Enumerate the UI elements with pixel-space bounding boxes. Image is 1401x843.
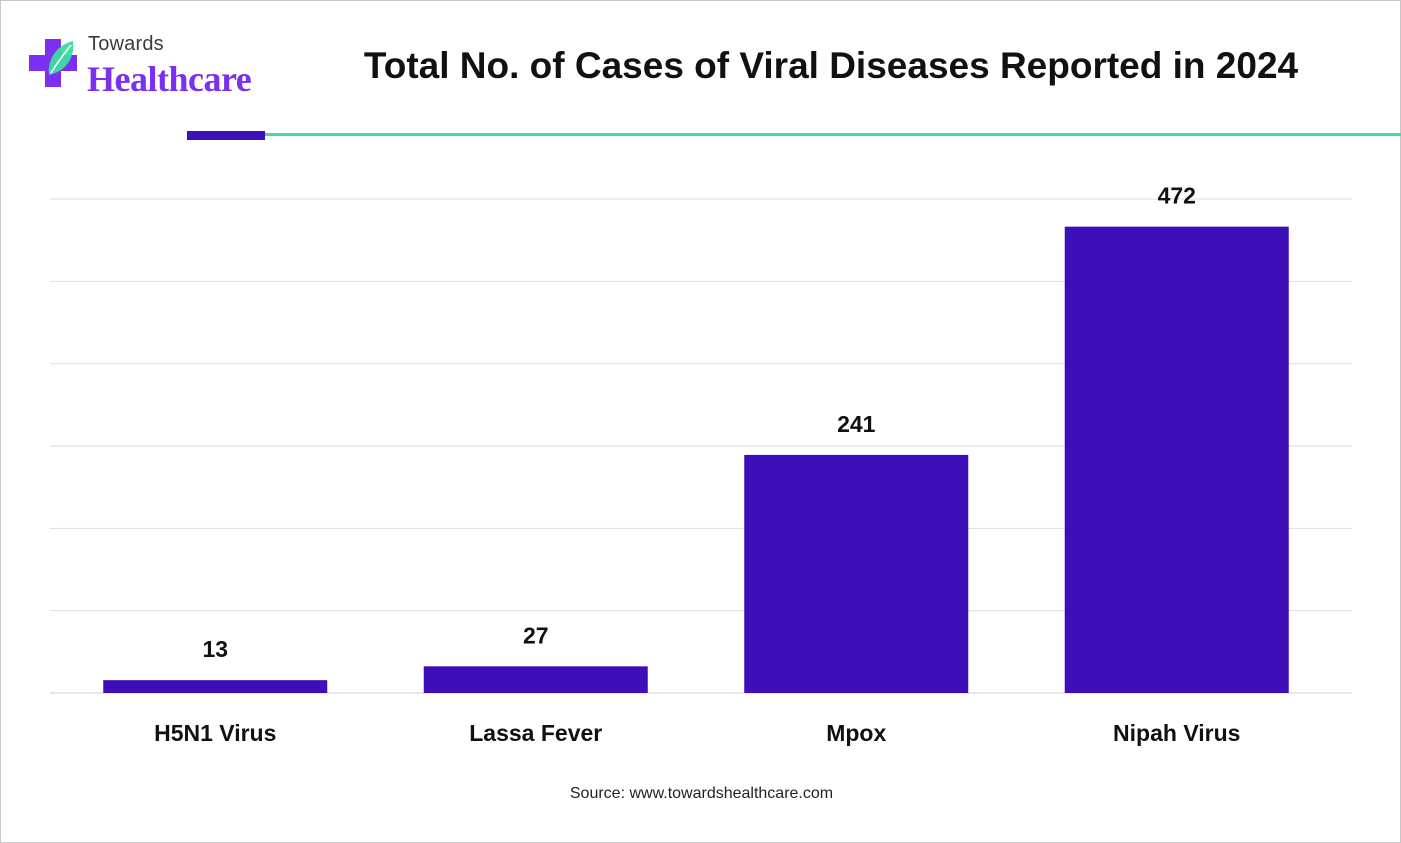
brand-logo: Towards Healthcare <box>27 31 267 101</box>
logo-text-towards: Towards <box>88 33 164 55</box>
source-note: Source: www.towardshealthcare.com <box>569 785 834 802</box>
title-underline-accent <box>187 131 265 140</box>
bar-lassa-fever <box>423 666 648 693</box>
data-label: 27 <box>523 622 549 648</box>
x-tick-label: H5N1 Virus <box>154 720 276 746</box>
bar-mpox <box>744 454 969 693</box>
data-label: 241 <box>837 411 876 437</box>
x-tick-label: Nipah Virus <box>1113 720 1240 746</box>
logo-text-healthcare: Healthcare <box>87 59 252 99</box>
medical-cross-leaf-icon <box>29 39 77 87</box>
data-label: 13 <box>202 636 228 662</box>
x-tick-label: Mpox <box>826 720 886 746</box>
chart-title: Total No. of Cases of Viral Diseases Rep… <box>363 45 1299 86</box>
title-underline-rule <box>265 133 1401 136</box>
data-label: 472 <box>1158 183 1196 209</box>
bar-h5n1-virus <box>103 680 328 693</box>
bar-nipah-virus <box>1064 226 1289 693</box>
bar-chart: 13 H5N1 Virus 27 Lassa Fever 241 Mpox 472 Nipah… <box>50 183 1352 746</box>
x-tick-label: Lassa Fever <box>469 720 602 746</box>
